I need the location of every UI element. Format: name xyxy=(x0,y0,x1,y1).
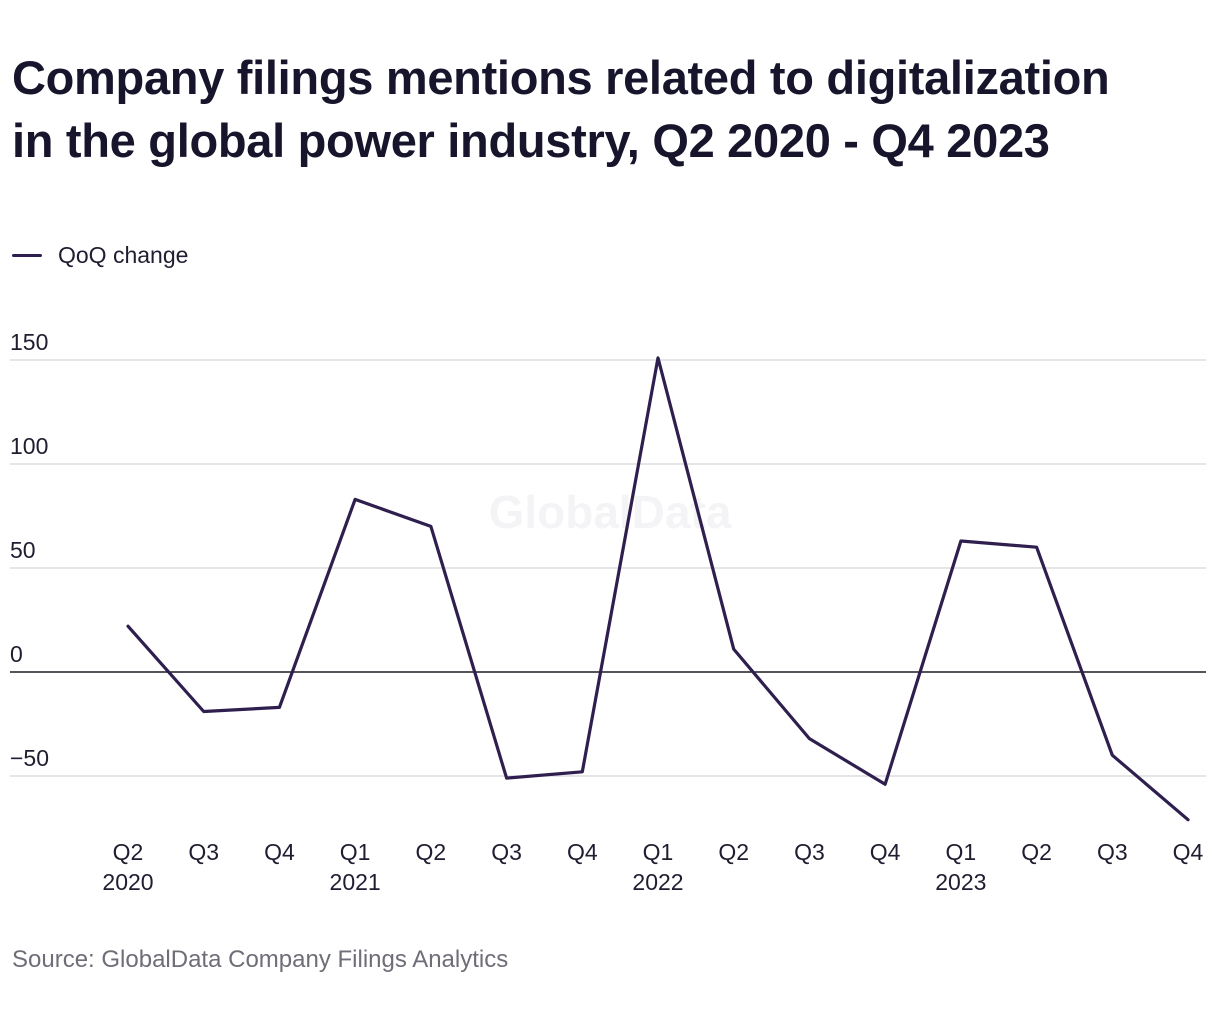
x-tick-label: Q3 xyxy=(188,839,219,865)
x-tick-year-label: 2020 xyxy=(102,869,153,895)
y-tick-label: −50 xyxy=(10,745,49,771)
y-tick-label: 150 xyxy=(10,329,48,355)
source-note: Source: GlobalData Company Filings Analy… xyxy=(12,946,509,973)
x-tick-label: Q1 xyxy=(946,839,977,865)
chart-title-line-2: in the global power industry, Q2 2020 - … xyxy=(12,114,1050,167)
x-tick-year-label: 2023 xyxy=(935,869,986,895)
y-tick-label: 0 xyxy=(10,641,23,667)
legend-line-swatch xyxy=(12,254,42,257)
chart-legend: QoQ change xyxy=(12,242,188,269)
legend-label: QoQ change xyxy=(58,242,189,268)
chart-title-line-1: Company filings mentions related to digi… xyxy=(12,51,1110,104)
x-tick-label: Q3 xyxy=(794,839,825,865)
x-tick-year-label: 2022 xyxy=(632,869,683,895)
x-tick-label: Q2 xyxy=(718,839,749,865)
x-tick-label: Q2 xyxy=(1021,839,1052,865)
x-tick-label: Q3 xyxy=(491,839,522,865)
x-tick-label: Q2 xyxy=(416,839,447,865)
watermark-text: GlobalData xyxy=(489,486,732,538)
x-tick-label: Q2 xyxy=(113,839,144,865)
x-tick-label: Q1 xyxy=(643,839,674,865)
x-tick-year-label: 2021 xyxy=(330,869,381,895)
y-tick-label: 100 xyxy=(10,433,48,459)
x-tick-label: Q4 xyxy=(870,839,901,865)
line-chart: GlobalData 150 100 50 0 −50 Q2 2020 Q3 Q4 Q1 2021 Q2… xyxy=(10,329,1206,895)
series-line-qoq-change xyxy=(126,356,1190,822)
x-tick-label: Q4 xyxy=(264,839,295,865)
chart-title: Company filings mentions related to digi… xyxy=(12,46,1202,172)
x-tick-label: Q1 xyxy=(340,839,371,865)
x-tick-label: Q3 xyxy=(1097,839,1128,865)
x-tick-label: Q4 xyxy=(1173,839,1204,865)
x-tick-label: Q4 xyxy=(567,839,598,865)
y-tick-label: 50 xyxy=(10,537,36,563)
